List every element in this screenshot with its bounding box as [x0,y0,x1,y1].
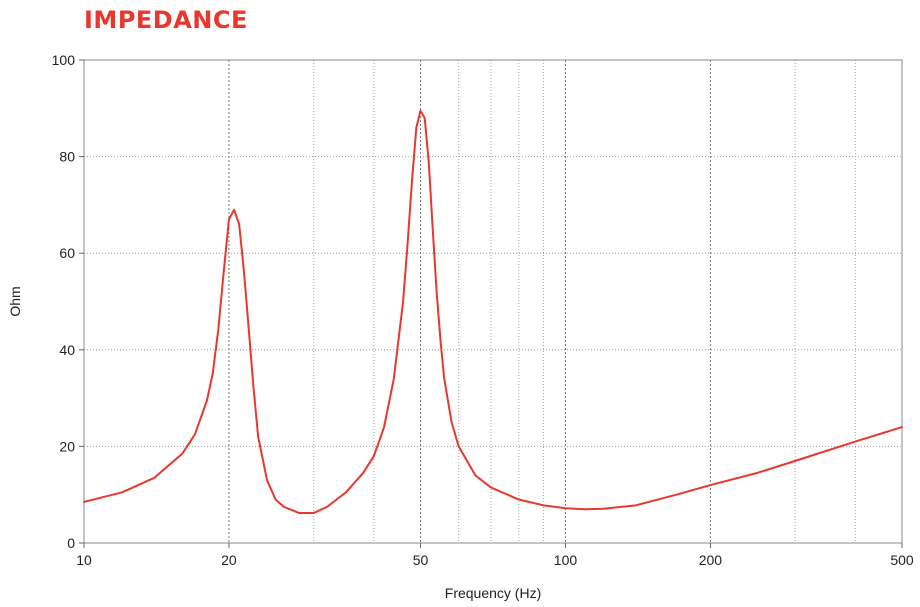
impedance-curve [83,109,903,515]
y-axis-title: Ohm [7,286,23,316]
y-tick-label: 80 [59,149,75,165]
chart-title: IMPEDANCE [84,6,248,34]
y-tick-label: 0 [67,535,75,551]
x-axis-title: Frequency (Hz) [445,585,541,601]
x-tick-label: 50 [413,552,429,568]
plot-frame [83,59,903,544]
x-tick-label: 20 [221,552,237,568]
x-tick-label: 10 [76,552,92,568]
x-tick-label: 200 [699,552,723,568]
tick-layer: 0 20 40 60 80 100 10 20 50 100 200 500 [52,52,914,568]
x-tick-label: 100 [554,552,578,568]
y-tick-label: 100 [52,52,76,68]
grid-layer [84,60,902,543]
y-tick-label: 40 [59,342,75,358]
y-tick-label: 60 [59,245,75,261]
y-tick-label: 20 [59,438,75,454]
x-tick-label: 500 [890,552,914,568]
